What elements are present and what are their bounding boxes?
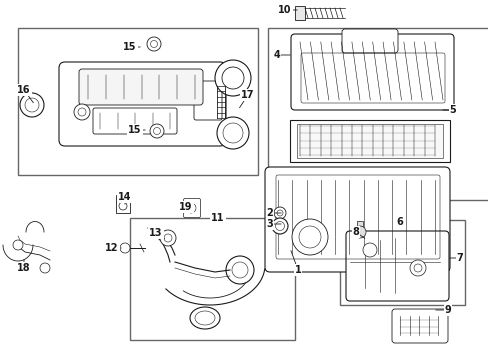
Circle shape [225, 256, 253, 284]
FancyBboxPatch shape [346, 231, 448, 301]
Bar [18, 28, 258, 175]
Circle shape [20, 93, 44, 117]
Circle shape [217, 117, 248, 149]
Text: 14: 14 [118, 192, 131, 202]
Circle shape [147, 37, 161, 51]
Text: 1: 1 [294, 265, 301, 275]
Text: 5: 5 [448, 105, 455, 115]
Bar [267, 28, 488, 200]
Circle shape [74, 104, 90, 120]
Circle shape [215, 60, 250, 96]
Text: 3: 3 [266, 219, 273, 229]
Text: 7: 7 [456, 253, 463, 263]
Text: 18: 18 [17, 263, 31, 273]
Bar [356, 221, 362, 231]
Text: 15: 15 [128, 125, 142, 135]
Circle shape [413, 264, 421, 272]
Circle shape [120, 243, 130, 253]
FancyBboxPatch shape [59, 62, 225, 146]
Circle shape [231, 262, 247, 278]
Circle shape [78, 108, 86, 116]
Text: 2: 2 [266, 208, 273, 218]
Circle shape [222, 67, 244, 89]
Bar [130, 218, 294, 340]
Bar [296, 124, 442, 158]
Circle shape [40, 263, 50, 273]
Bar [294, 6, 305, 20]
Circle shape [13, 240, 23, 250]
Text: 13: 13 [149, 228, 163, 238]
Text: 9: 9 [444, 305, 450, 315]
FancyBboxPatch shape [183, 198, 200, 217]
Text: 17: 17 [241, 90, 254, 100]
Circle shape [223, 123, 243, 143]
FancyBboxPatch shape [194, 81, 222, 120]
Circle shape [275, 221, 284, 230]
Text: 16: 16 [17, 85, 31, 95]
Text: 12: 12 [105, 243, 119, 253]
Text: 19: 19 [179, 202, 192, 212]
Circle shape [150, 124, 163, 138]
Circle shape [409, 260, 425, 276]
Circle shape [160, 230, 176, 246]
Circle shape [353, 226, 365, 238]
Text: 10: 10 [278, 5, 291, 15]
Circle shape [153, 127, 160, 135]
Bar [289, 120, 449, 162]
Text: 8: 8 [352, 227, 359, 237]
FancyBboxPatch shape [93, 108, 177, 134]
Circle shape [25, 98, 39, 112]
FancyBboxPatch shape [290, 34, 453, 110]
FancyBboxPatch shape [391, 309, 447, 343]
Circle shape [276, 210, 283, 216]
Text: 4: 4 [273, 50, 280, 60]
Bar [339, 220, 464, 305]
FancyBboxPatch shape [341, 29, 397, 53]
Ellipse shape [195, 311, 215, 325]
Circle shape [185, 203, 196, 213]
Circle shape [163, 234, 172, 242]
Bar [116, 195, 130, 213]
Circle shape [119, 202, 127, 210]
Circle shape [273, 207, 285, 219]
FancyBboxPatch shape [79, 69, 203, 105]
Circle shape [298, 226, 320, 248]
Text: 6: 6 [396, 217, 403, 227]
Ellipse shape [190, 307, 220, 329]
Text: 15: 15 [123, 42, 137, 52]
Circle shape [150, 40, 157, 48]
FancyBboxPatch shape [264, 167, 449, 272]
Text: 11: 11 [211, 213, 224, 223]
Circle shape [291, 219, 327, 255]
Circle shape [362, 243, 376, 257]
Circle shape [271, 218, 287, 234]
